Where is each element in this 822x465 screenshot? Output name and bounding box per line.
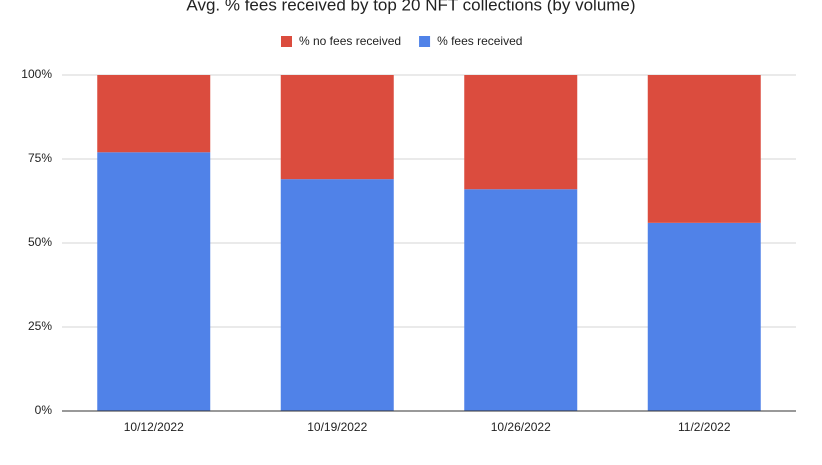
y-tick-label: 100%: [21, 67, 52, 81]
bar-segment: [97, 152, 211, 411]
bar-segment: [280, 75, 394, 180]
y-tick-label: 75%: [28, 151, 52, 165]
bar-segment: [647, 222, 761, 411]
x-tick-label: 11/2/2022: [678, 420, 731, 434]
x-tick-label: 10/26/2022: [491, 420, 551, 434]
chart-title: Avg. % fees received by top 20 NFT colle…: [186, 0, 635, 14]
bar-segment: [280, 179, 394, 411]
legend-swatch: [281, 36, 292, 47]
x-tick-label: 10/12/2022: [124, 420, 184, 434]
legend-label: % no fees received: [299, 34, 401, 48]
y-tick-label: 25%: [28, 319, 52, 333]
legend-swatch: [419, 36, 431, 47]
y-tick-label: 50%: [28, 235, 52, 249]
y-tick-label: 0%: [35, 403, 53, 417]
bar-segment: [97, 75, 211, 153]
legend-label: % fees received: [437, 34, 522, 48]
x-tick-label: 10/19/2022: [307, 420, 367, 434]
bar-segment: [464, 189, 578, 411]
bar-segment: [647, 75, 761, 223]
bar-segment: [464, 75, 578, 190]
